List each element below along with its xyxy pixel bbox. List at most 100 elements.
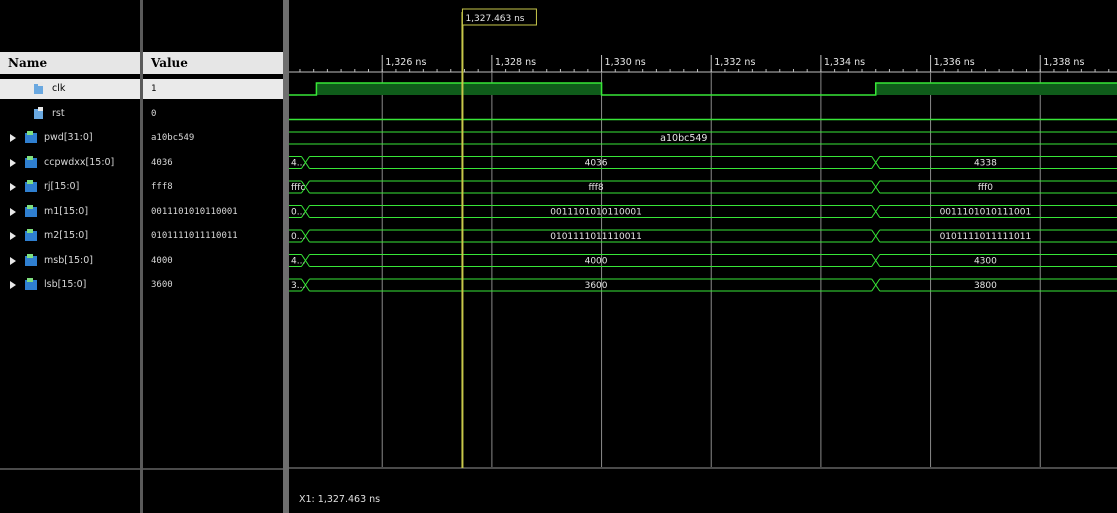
- signal-value-row[interactable]: 1: [143, 79, 283, 99]
- expand-arrow-icon[interactable]: [10, 158, 16, 167]
- single-bit-signal-icon: [32, 106, 46, 120]
- signal-row[interactable]: pwd[31:0]: [0, 128, 140, 148]
- bus-value-label: 0...: [291, 232, 305, 242]
- bus-value-label: 3...: [291, 281, 305, 291]
- bus-signal-icon: [24, 253, 38, 267]
- ruler-label: 1,338 ns: [1043, 57, 1084, 68]
- bus-value-label: 4036: [585, 159, 608, 169]
- signal-value: 4036: [151, 157, 173, 168]
- bus-value-label: 4338: [974, 159, 997, 169]
- bus-signal-icon: [24, 278, 38, 291]
- ruler-label: 1,336 ns: [934, 57, 975, 68]
- signal-row[interactable]: msb[15:0]: [0, 251, 140, 271]
- clk-high-fill: [316, 83, 602, 95]
- signal-value: 0: [151, 108, 157, 119]
- signal-value: 0101111011110011: [151, 231, 238, 241]
- signal-name-panel: Name clk rst pwd[31:0] ccpwdxx[15:0] rj[15:0…: [0, 0, 140, 513]
- signal-row[interactable]: clk: [0, 79, 140, 99]
- signal-value-row[interactable]: 0011101010110001: [143, 202, 283, 222]
- expand-arrow-icon[interactable]: [10, 134, 16, 142]
- bus-signal-icon: [24, 155, 38, 169]
- bus-value-label: fff0: [978, 183, 993, 193]
- bus-value-label: 0101111011110011: [550, 232, 642, 242]
- signal-name: m2[15:0]: [44, 230, 89, 241]
- bus-value-label: 3600: [585, 281, 608, 291]
- bus-value-label: 0...: [291, 208, 305, 218]
- signal-value: fff8: [151, 182, 173, 192]
- cursor-label-box: [461, 8, 537, 26]
- m2-bus-waveform: [289, 229, 1117, 243]
- cursor-label: 1,327.463 ns: [465, 14, 524, 24]
- single-bit-signal-icon: [32, 82, 46, 95]
- waveform-canvas[interactable]: 1,326 ns 1,328 ns 1,330 ns 1,332 ns 1,334 ns…: [289, 0, 1117, 513]
- bus-value-label: 4300: [974, 257, 997, 267]
- bus-value-label: a10bc549: [660, 133, 707, 144]
- signal-value: 0011101010110001: [151, 206, 238, 217]
- expand-arrow-icon[interactable]: [10, 183, 16, 191]
- bus-signal-icon: [24, 180, 38, 193]
- value-panel-footer: [143, 468, 283, 513]
- signal-name: m1[15:0]: [44, 205, 89, 217]
- name-value-splitter[interactable]: [140, 0, 143, 513]
- value-column-header[interactable]: Value: [143, 52, 283, 74]
- signal-name: pwd[31:0]: [44, 132, 93, 143]
- signal-value-row[interactable]: 3600: [143, 275, 283, 295]
- signal-value: 4000: [151, 255, 173, 266]
- ccpwdxx-bus-waveform: [289, 156, 1117, 169]
- signal-row[interactable]: rj[15:0]: [0, 177, 140, 197]
- bus-signal-icon: [24, 131, 38, 144]
- bus-signal-icon: [24, 229, 38, 242]
- signal-name: clk: [52, 83, 66, 94]
- expand-arrow-icon[interactable]: [10, 281, 16, 289]
- name-panel-footer: [0, 468, 140, 513]
- bus-value-label: fffc: [291, 183, 305, 193]
- signal-value-row[interactable]: 0: [143, 104, 283, 124]
- signal-row[interactable]: m1[15:0]: [0, 202, 140, 222]
- bus-value-label: 3800: [974, 281, 997, 291]
- signal-name: lsb[15:0]: [44, 279, 87, 290]
- bus-value-label: 4...: [291, 159, 305, 169]
- signal-value: a10bc549: [151, 133, 195, 143]
- ruler-label: 1,328 ns: [495, 57, 536, 68]
- signal-value-row[interactable]: fff8: [143, 177, 283, 197]
- signal-value: 3600: [151, 280, 173, 290]
- bus-value-label: 0011101010111001: [940, 208, 1032, 218]
- clk-high-fill: [875, 83, 1117, 95]
- signal-row[interactable]: m2[15:0]: [0, 226, 140, 246]
- signal-value: 1: [151, 84, 157, 94]
- waveform-area[interactable]: 1,326 ns 1,328 ns 1,330 ns 1,332 ns 1,334 ns…: [289, 0, 1117, 513]
- signal-name: ccpwdxx[15:0]: [44, 156, 115, 168]
- signal-name: rj[15:0]: [44, 181, 80, 192]
- panel-waveform-splitter[interactable]: [283, 0, 289, 513]
- bus-value-label: 0101111011111011: [940, 232, 1032, 242]
- bus-value-label: 4...: [291, 257, 305, 267]
- signal-value-row[interactable]: 0101111011110011: [143, 226, 283, 246]
- expand-arrow-icon[interactable]: [10, 232, 16, 240]
- ruler-label: 1,334 ns: [824, 57, 865, 68]
- lsb-bus-waveform: [289, 278, 1117, 292]
- rj-bus-waveform: [289, 180, 1117, 194]
- signal-row[interactable]: rst: [0, 104, 140, 124]
- signal-value-row[interactable]: a10bc549: [143, 128, 283, 148]
- msb-bus-waveform: [289, 254, 1117, 267]
- ruler-label: 1,332 ns: [714, 57, 755, 68]
- m1-bus-waveform: [289, 205, 1117, 218]
- clk-waveform: [289, 82, 1117, 96]
- signal-row[interactable]: ccpwdxx[15:0]: [0, 153, 140, 173]
- expand-arrow-icon[interactable]: [10, 256, 16, 265]
- signal-name: msb[15:0]: [44, 254, 93, 266]
- signal-name: rst: [52, 107, 65, 119]
- ruler-label: 1,330 ns: [605, 57, 646, 68]
- expand-arrow-icon[interactable]: [10, 207, 16, 216]
- name-column-header[interactable]: Name: [0, 52, 140, 74]
- signal-value-row[interactable]: 4036: [143, 153, 283, 173]
- signal-value-row[interactable]: 4000: [143, 251, 283, 271]
- bus-value-label: fff8: [589, 183, 604, 193]
- signal-value-panel: Value 1 0 a10bc549 4036 fff8 0011101010110001…: [143, 0, 283, 513]
- signal-row[interactable]: lsb[15:0]: [0, 275, 140, 295]
- ruler-label: 1,326 ns: [385, 57, 426, 68]
- cursor-time-readout: X1: 1,327.463 ns: [299, 494, 381, 505]
- bus-signal-icon: [24, 204, 38, 218]
- bus-value-label: 4000: [585, 257, 608, 267]
